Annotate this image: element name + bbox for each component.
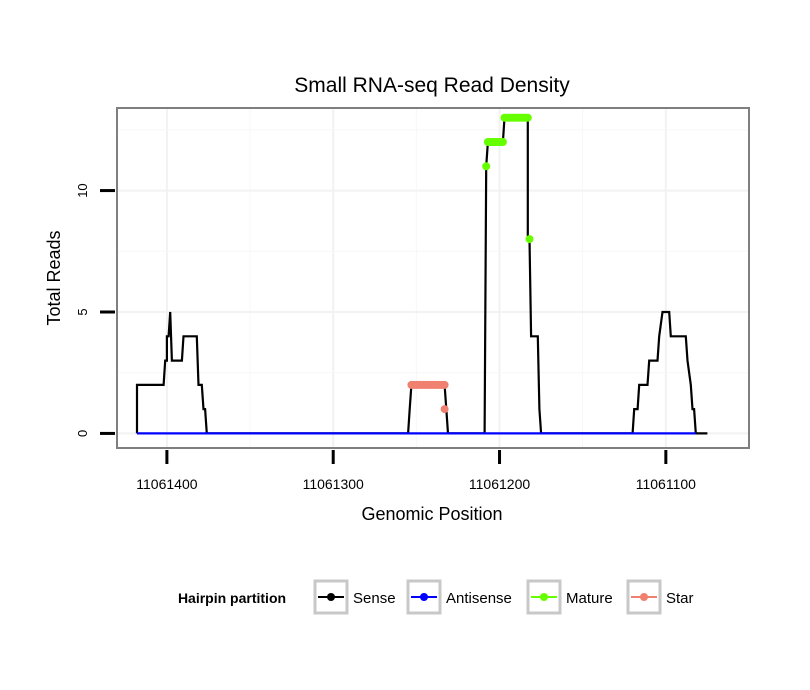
legend-label: Sense <box>353 590 396 607</box>
chart-title: Small RNA-seq Read Density <box>294 74 570 97</box>
x-tick-label: 11061300 <box>303 476 364 492</box>
legend-label: Mature <box>566 590 613 607</box>
data-point-star <box>440 380 449 389</box>
data-point-mature <box>525 235 534 244</box>
data-point-mature <box>498 138 507 146</box>
data-point-star <box>440 405 449 414</box>
legend-item-sense: Sense <box>313 579 396 615</box>
y-tick-label: 0 <box>75 430 90 437</box>
legend-key-point <box>327 593 335 601</box>
legend-item-star: Star <box>626 579 694 615</box>
x-tick-label: 11061400 <box>136 476 197 492</box>
legend-label: Star <box>666 590 694 607</box>
legend-key-point <box>640 593 648 601</box>
legend-key-point <box>420 593 428 601</box>
y-axis-label: Total Reads <box>44 230 64 325</box>
legend-key-point <box>540 593 548 601</box>
x-tick-label: 11061100 <box>636 476 696 492</box>
legend-item-mature: Mature <box>526 579 613 615</box>
legend-item-antisense: Antisense <box>406 579 512 615</box>
legend: Hairpin partition Sense Antisense Mature St… <box>178 579 694 615</box>
data-point-mature <box>523 113 532 122</box>
plot-frame <box>116 107 750 449</box>
legend-label: Antisense <box>446 590 512 607</box>
series-layer <box>135 113 708 435</box>
data-point-mature <box>482 162 491 171</box>
legend-title: Hairpin partition <box>178 590 286 606</box>
x-tick-label: 11061200 <box>469 476 530 492</box>
axis-layer: 11061400 11061300 11061200 11061100 0 5 10 <box>75 183 696 492</box>
x-axis-label: Genomic Position <box>361 504 502 524</box>
y-tick-label: 10 <box>75 183 90 197</box>
y-tick-label: 5 <box>75 308 90 315</box>
